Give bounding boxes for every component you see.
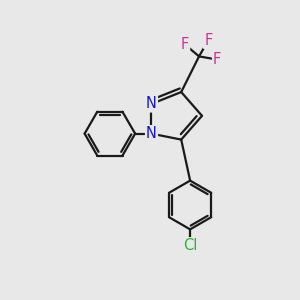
Text: Cl: Cl — [183, 238, 197, 253]
Text: F: F — [181, 37, 189, 52]
Text: N: N — [146, 96, 157, 111]
Text: F: F — [213, 52, 221, 67]
Text: F: F — [204, 33, 212, 48]
Text: N: N — [146, 126, 157, 141]
